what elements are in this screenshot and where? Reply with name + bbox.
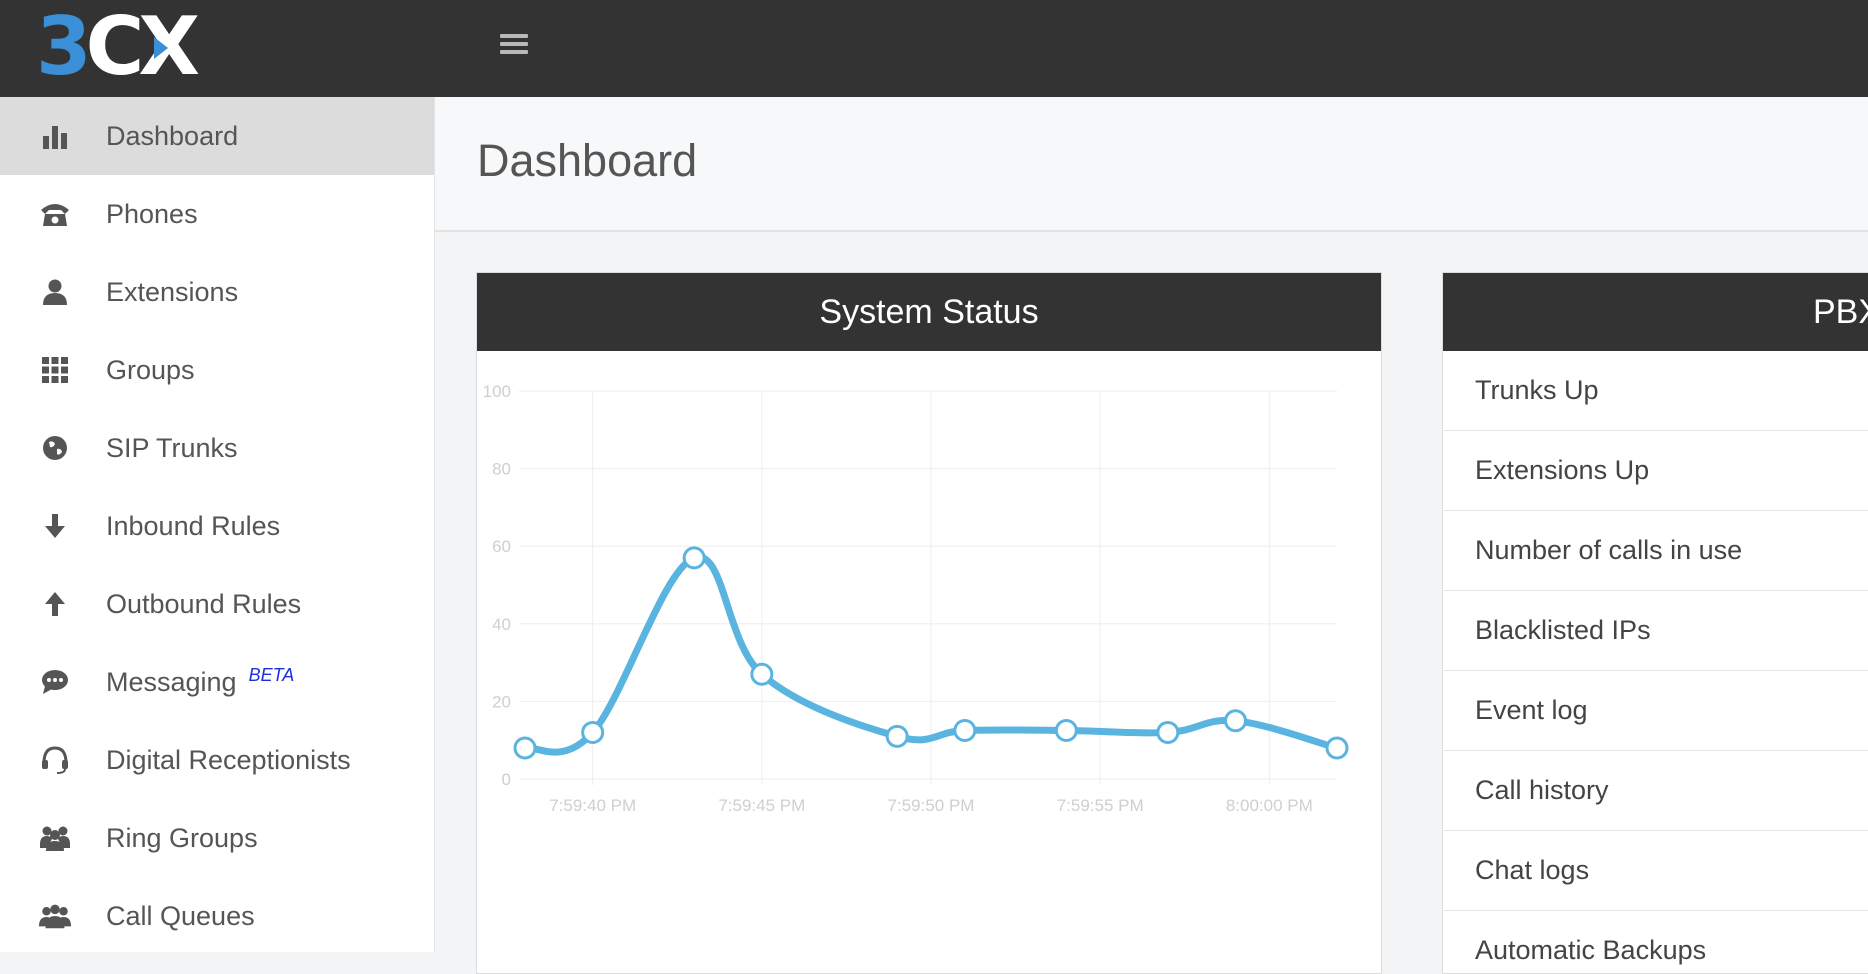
- sidebar-item-label: Phones: [106, 199, 198, 230]
- sidebar-item-dashboard[interactable]: Dashboard: [0, 97, 434, 175]
- x-tick-label: 7:59:55 PM: [1057, 796, 1144, 815]
- sidebar-item-text: Phones: [106, 199, 198, 229]
- system-status-chart: 0 20 40 60 80 100 7:59:40 PM 7:59:45 PM 7:59:50 …: [483, 382, 1349, 815]
- sidebar-item-label: Extensions: [106, 277, 238, 308]
- pbx-row-label: Extensions Up: [1475, 455, 1650, 485]
- pbx-row-label: Event log: [1475, 695, 1588, 725]
- user-icon: [38, 277, 72, 307]
- sidebar-item-text: Outbound Rules: [106, 589, 302, 619]
- pbx-title: PBX: [1443, 273, 1868, 351]
- sidebar-item-text: Inbound Rules: [106, 511, 281, 541]
- pbx-row-label: Blacklisted IPs: [1475, 615, 1651, 645]
- sidebar-item-text: Messaging: [106, 667, 237, 697]
- sidebar-item-label: Messaging BETA: [106, 665, 295, 698]
- y-tick-label: 20: [492, 692, 511, 711]
- pbx-row-label: Chat logs: [1475, 855, 1590, 885]
- pbx-row-label: Call history: [1475, 775, 1609, 805]
- pbx-row-label: Trunks Up: [1475, 375, 1599, 405]
- pbx-row-blacklisted-ips[interactable]: Blacklisted IPs: [1443, 591, 1868, 671]
- arrow-up-icon: [38, 589, 72, 619]
- x-tick-label: 8:00:00 PM: [1226, 796, 1313, 815]
- sidebar-item-sip-trunks[interactable]: SIP Trunks: [0, 409, 434, 487]
- y-tick-label: 40: [492, 615, 511, 634]
- page-header: Dashboard: [435, 97, 1868, 232]
- sidebar-item-text: Digital Receptionists: [106, 745, 351, 775]
- sidebar-item-label: Inbound Rules: [106, 511, 280, 542]
- sidebar-item-digital-receptionists[interactable]: Digital Receptionists: [0, 721, 434, 799]
- pbx-row-event-log[interactable]: Event log: [1443, 671, 1868, 751]
- sidebar-item-groups[interactable]: Groups: [0, 331, 434, 409]
- sidebar-item-phones[interactable]: Phones: [0, 175, 434, 253]
- data-point[interactable]: [750, 662, 774, 686]
- app-logo[interactable]: 3CX: [36, 7, 200, 87]
- users-icon: [38, 823, 72, 853]
- sidebar-item-text: Extensions: [106, 277, 239, 307]
- data-point[interactable]: [682, 546, 706, 570]
- pbx-row-automatic-backups[interactable]: Automatic Backups: [1443, 911, 1868, 973]
- data-point[interactable]: [581, 720, 605, 744]
- pbx-row-number-of-calls-in-use[interactable]: Number of calls in use: [1443, 511, 1868, 591]
- sidebar-item-label: Dashboard: [106, 121, 238, 152]
- pbx-row-label: Automatic Backups: [1475, 935, 1707, 965]
- y-tick-label: 100: [483, 382, 511, 401]
- data-point[interactable]: [953, 719, 977, 742]
- data-point[interactable]: [513, 736, 537, 760]
- pbx-row-extensions-up[interactable]: Extensions Up: [1443, 431, 1868, 511]
- y-tick-label: 0: [502, 770, 511, 789]
- pbx-row-chat-logs[interactable]: Chat logs: [1443, 831, 1868, 911]
- sidebar-item-outbound-rules[interactable]: Outbound Rules: [0, 565, 434, 643]
- sidebar-item-call-queues[interactable]: Call Queues: [0, 877, 434, 955]
- sidebar: Dashboard Phones Extensions Groups SIP Trunk…: [0, 97, 435, 952]
- y-tick-label: 60: [492, 537, 511, 556]
- x-tick-label: 7:59:45 PM: [718, 796, 805, 815]
- headset-icon: [38, 745, 72, 775]
- sidebar-item-label: Call Queues: [106, 901, 255, 932]
- data-point[interactable]: [1054, 719, 1078, 742]
- sidebar-item-label: Ring Groups: [106, 823, 258, 854]
- chat-icon: [38, 667, 72, 697]
- sidebar-item-label: SIP Trunks: [106, 433, 238, 464]
- bar-chart-icon: [38, 121, 72, 151]
- phone-icon: [38, 199, 72, 229]
- sidebar-item-text: Groups: [106, 355, 195, 385]
- sidebar-item-label: Outbound Rules: [106, 589, 301, 620]
- sidebar-item-messaging[interactable]: Messaging BETA: [0, 643, 434, 721]
- pbx-panel: PBX Trunks Up Extensions Up Number of call…: [1442, 272, 1868, 974]
- sidebar-item-text: SIP Trunks: [106, 433, 238, 463]
- grid-icon: [38, 355, 72, 385]
- y-tick-label: 80: [492, 460, 511, 479]
- beta-badge: BETA: [248, 665, 295, 685]
- sidebar-item-extensions[interactable]: Extensions: [0, 253, 434, 331]
- sidebar-item-text: Dashboard: [106, 121, 239, 151]
- data-point[interactable]: [1224, 709, 1247, 733]
- arrow-down-icon: [38, 511, 72, 541]
- logo-wordmark: 3CX: [36, 0, 200, 93]
- x-tick-label: 7:59:40 PM: [549, 796, 636, 815]
- system-status-title: System Status: [477, 273, 1381, 351]
- data-point[interactable]: [1156, 720, 1180, 744]
- sidebar-item-label: Groups: [106, 355, 195, 386]
- page-title: Dashboard: [477, 135, 698, 186]
- globe-icon: [38, 433, 72, 463]
- pbx-row-call-history[interactable]: Call history: [1443, 751, 1868, 831]
- logo-arrow-icon: [154, 37, 168, 59]
- system-status-panel: System Status 0 20 40 60 80 100 7:59:40 PM 7:59…: [476, 272, 1382, 974]
- pbx-row-label: Number of calls in use: [1475, 535, 1743, 565]
- sidebar-item-text: Ring Groups: [106, 823, 258, 853]
- sidebar-item-ring-groups[interactable]: Ring Groups: [0, 799, 434, 877]
- top-bar: 3CX: [0, 0, 1868, 97]
- x-tick-label: 7:59:50 PM: [888, 796, 975, 815]
- data-point[interactable]: [1325, 736, 1349, 760]
- sidebar-item-label: Digital Receptionists: [106, 745, 351, 776]
- pbx-row-trunks-up[interactable]: Trunks Up: [1443, 351, 1868, 431]
- main-content: Dashboard System Status 0 20 40 60 80 100 7:59…: [435, 97, 1868, 974]
- group-icon: [38, 901, 72, 931]
- data-point[interactable]: [885, 724, 909, 748]
- sidebar-item-inbound-rules[interactable]: Inbound Rules: [0, 487, 434, 565]
- sidebar-item-text: Call Queues: [106, 901, 255, 931]
- hamburger-icon[interactable]: [500, 34, 528, 58]
